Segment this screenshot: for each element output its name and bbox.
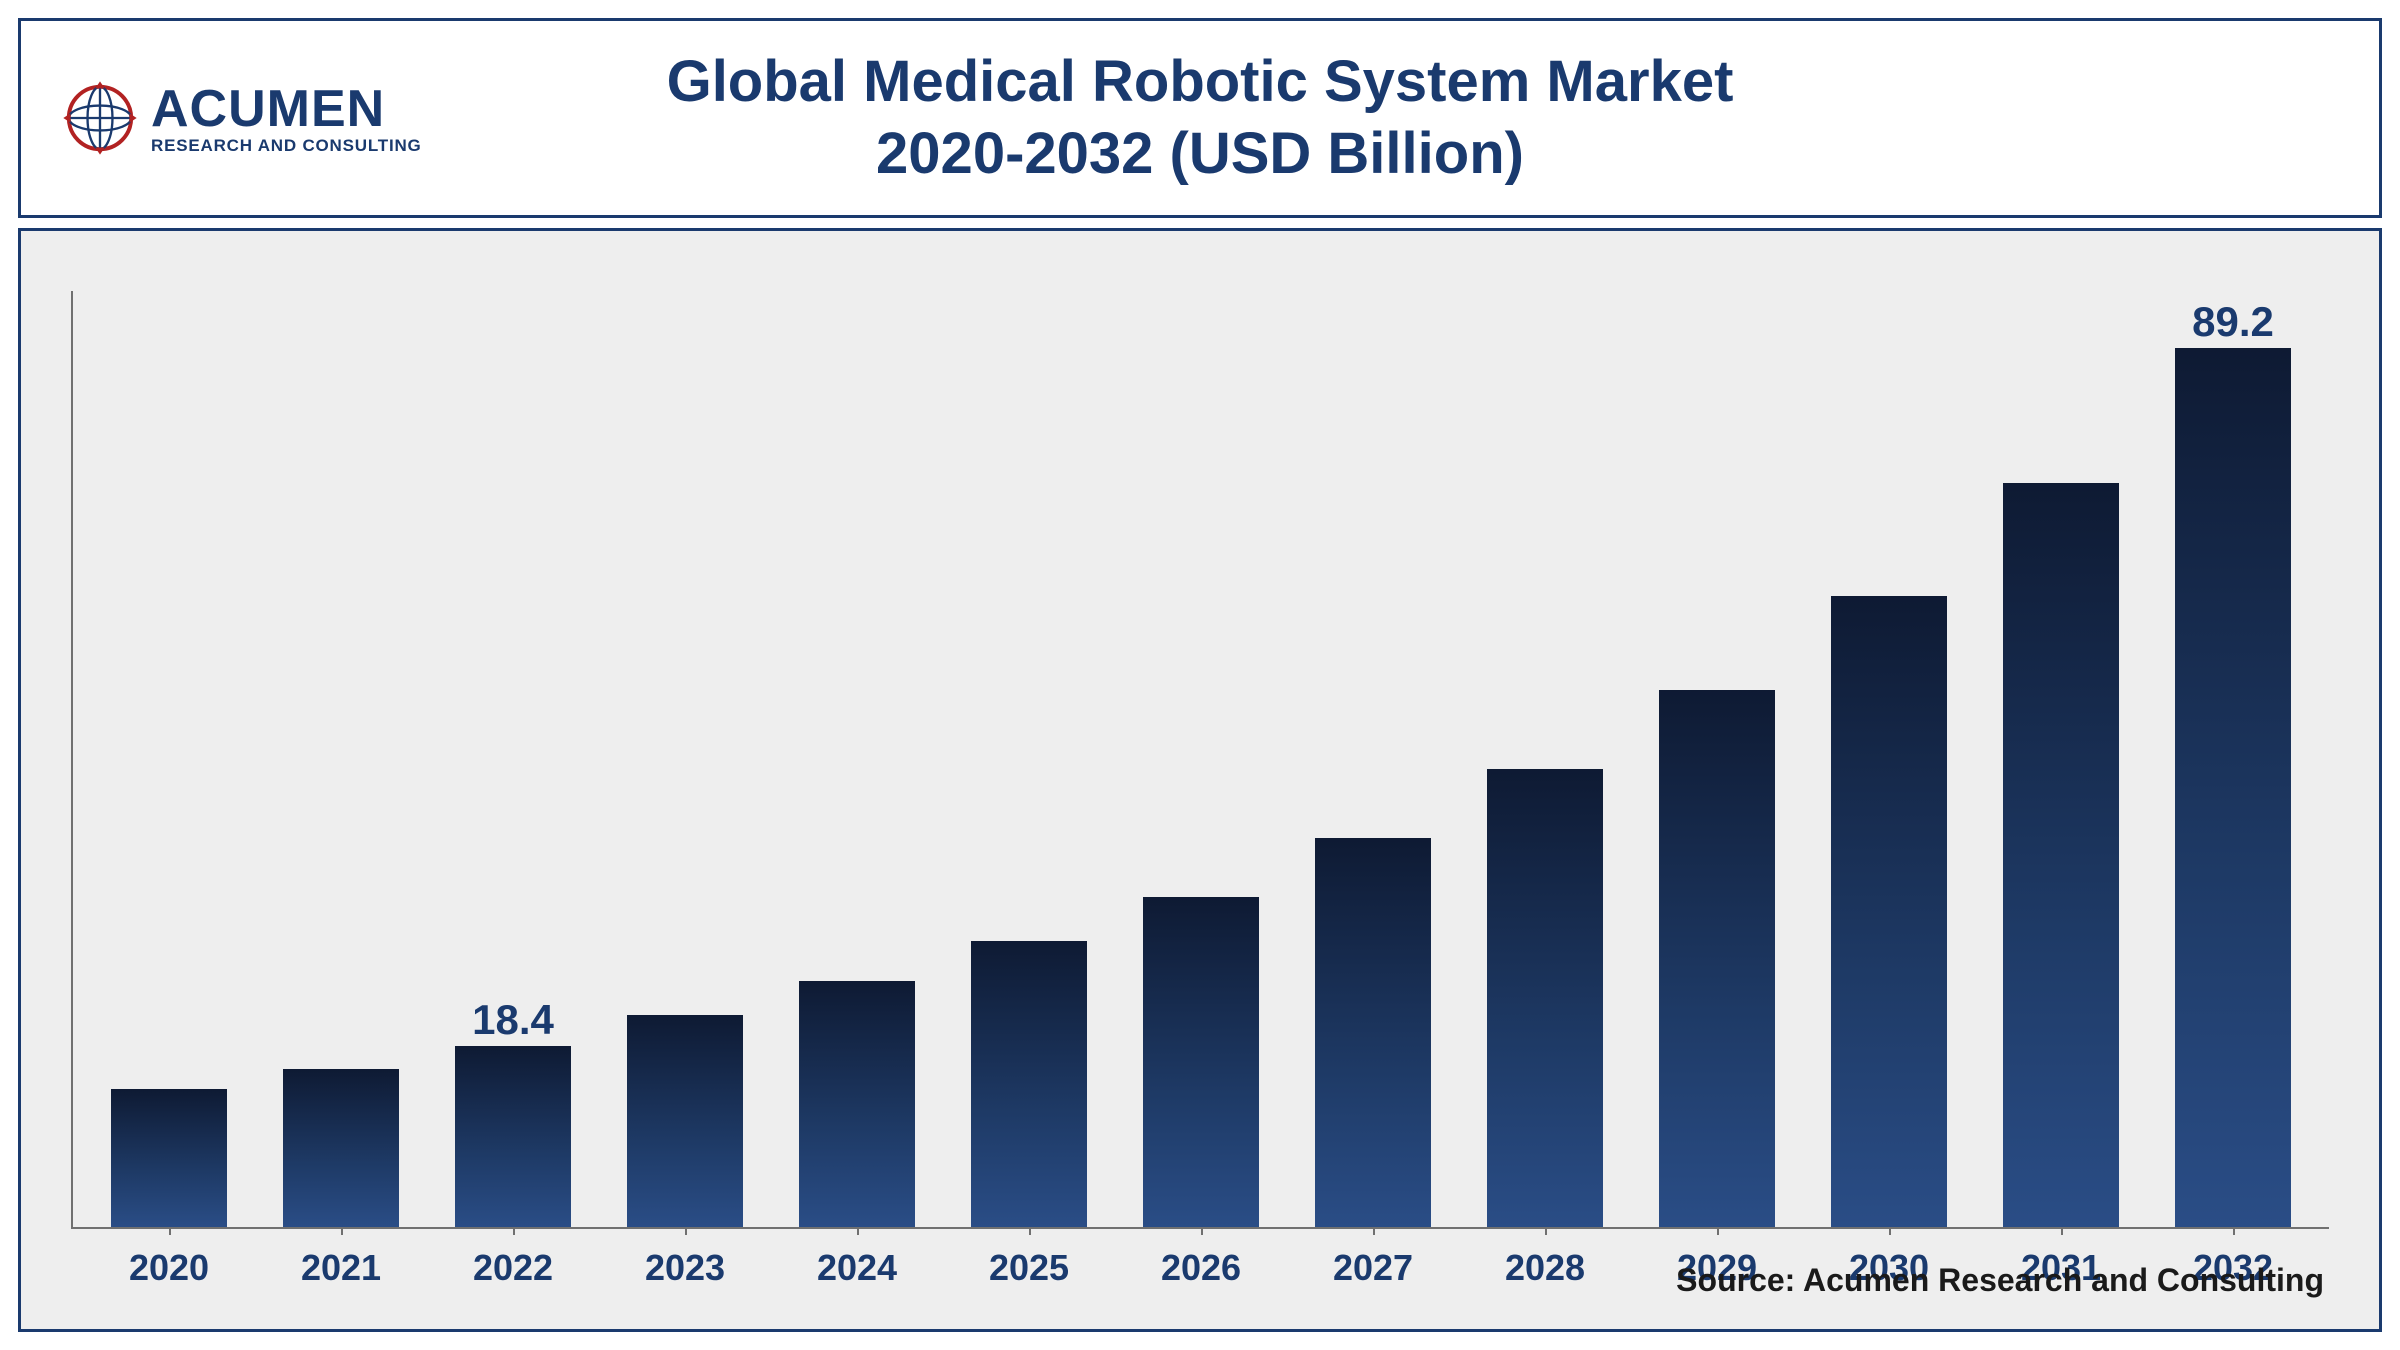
x-axis-label: 2024 [771,1247,943,1289]
x-tick-mark [1889,1227,1891,1235]
bar: 89.2 [2175,348,2292,1227]
x-tick-mark [2061,1227,2063,1235]
bar: 18.4 [455,1046,572,1227]
bar-slot [943,291,1115,1227]
x-tick-mark [1717,1227,1719,1235]
x-tick-mark [1373,1227,1375,1235]
x-axis-label: 2020 [83,1247,255,1289]
bar-slot [83,291,255,1227]
bar-slot [599,291,771,1227]
bar-slot [1631,291,1803,1227]
bar [1659,690,1776,1227]
bar-slot [1115,291,1287,1227]
bar [1487,769,1604,1227]
bar [283,1069,400,1227]
x-axis-label: 2027 [1287,1247,1459,1289]
bar-slot [771,291,943,1227]
bar-slot [1803,291,1975,1227]
chart-container: 18.489.2 2020202120222023202420252026202… [18,228,2382,1332]
bar [1831,596,1948,1227]
x-axis-label: 2023 [599,1247,771,1289]
x-axis-label: 2021 [255,1247,427,1289]
x-tick-mark [513,1227,515,1235]
x-tick-mark [2233,1227,2235,1235]
bar-slot [1459,291,1631,1227]
globe-icon [61,79,139,157]
x-tick-mark [169,1227,171,1235]
bar [1315,838,1432,1227]
brand-logo: ACUMEN RESEARCH AND CONSULTING [61,79,422,157]
x-tick-mark [1201,1227,1203,1235]
bar [627,1015,744,1227]
x-axis-label: 2026 [1115,1247,1287,1289]
header-bar: ACUMEN RESEARCH AND CONSULTING Global Me… [18,18,2382,218]
x-tick-mark [857,1227,859,1235]
bar-slot [1975,291,2147,1227]
bar [2003,483,2120,1227]
x-axis-label: 2025 [943,1247,1115,1289]
bar-slot [1287,291,1459,1227]
bar-plot: 18.4 89.2 [71,291,2329,1229]
source-attribution: Source: Acumen Research and Consulting [1676,1262,2324,1299]
x-axis-label: 2028 [1459,1247,1631,1289]
x-tick-mark [341,1227,343,1235]
bar [971,941,1088,1227]
bar-slot: 89.2 [2147,291,2319,1227]
x-axis-label: 2022 [427,1247,599,1289]
bar-slot [255,291,427,1227]
bar-value-label: 18.4 [472,996,554,1044]
bar [111,1089,228,1227]
bar [799,981,916,1227]
x-tick-mark [685,1227,687,1235]
logo-main-text: ACUMEN [151,83,422,135]
bar-slot: 18.4 [427,291,599,1227]
x-tick-mark [1029,1227,1031,1235]
logo-sub-text: RESEARCH AND CONSULTING [151,137,422,154]
logo-text-block: ACUMEN RESEARCH AND CONSULTING [151,83,422,154]
bar [1143,897,1260,1227]
x-tick-mark [1545,1227,1547,1235]
bar-value-label: 89.2 [2192,298,2274,346]
